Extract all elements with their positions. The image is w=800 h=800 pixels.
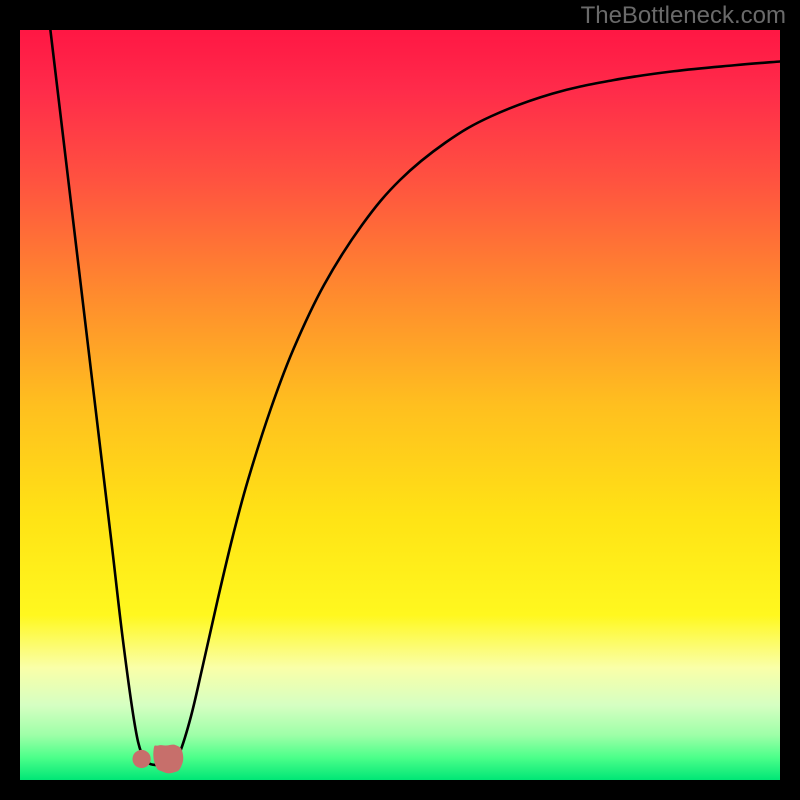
gradient-panel [20, 30, 780, 780]
chart-container: TheBottleneck.com [0, 0, 800, 800]
optimal-marker-dot [132, 750, 150, 768]
bottleneck-chart [0, 0, 800, 800]
watermark-text: TheBottleneck.com [581, 2, 786, 30]
optimal-marker-blob [153, 745, 183, 774]
